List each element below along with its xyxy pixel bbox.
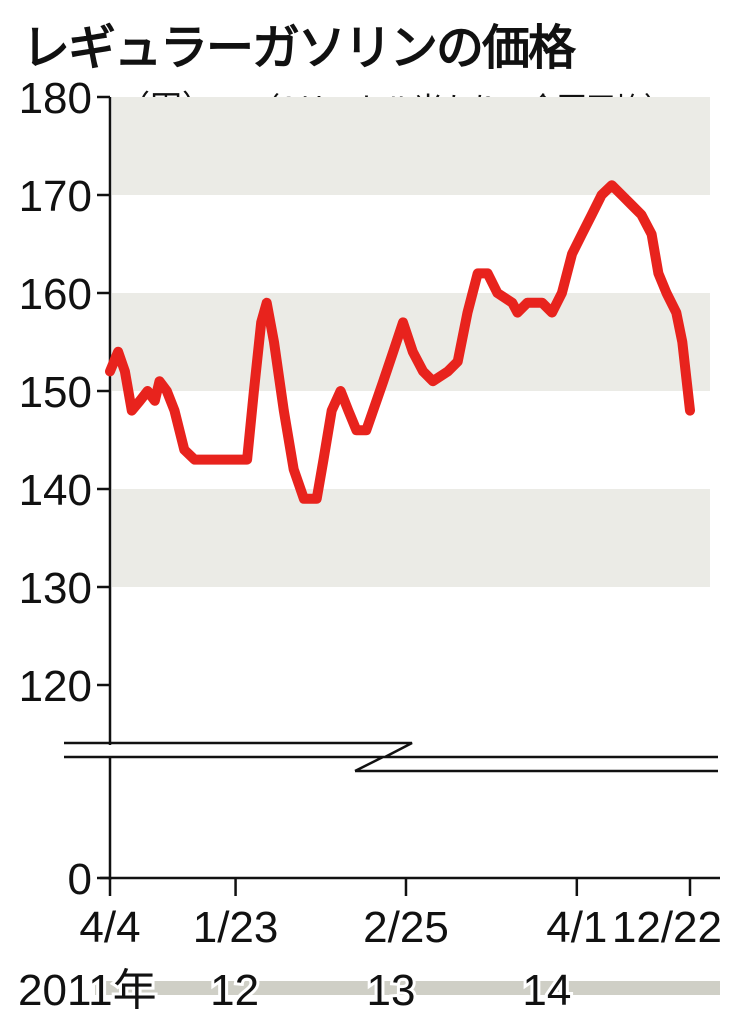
axis-break-gap [370, 759, 720, 769]
year-bar [95, 981, 720, 995]
year-label: 13 [366, 966, 415, 1015]
grid-band [112, 97, 710, 195]
y-tick-label: 120 [19, 662, 92, 711]
y-tick-label: 130 [19, 564, 92, 613]
year-label: 2011年 [18, 966, 157, 1015]
y-tick-label: 150 [19, 368, 92, 417]
year-label: 12 [210, 966, 259, 1015]
chart-title: レギュラーガソリンの価格 [22, 20, 576, 76]
y-tick-label: 0 [68, 855, 92, 904]
x-tick-label: 4/1 [546, 903, 607, 952]
axis-break-gap [64, 745, 414, 755]
axis-break-lines [64, 741, 718, 773]
x-tick-label: 4/4 [79, 903, 140, 952]
grid-band [112, 489, 710, 587]
y-tick-label: 180 [19, 74, 92, 123]
x-tick-label: 2/25 [363, 903, 449, 952]
y-tick-label: 170 [19, 172, 92, 221]
x-tick-label: 12/22 [612, 903, 722, 952]
year-label: 14 [522, 966, 571, 1015]
y-tick-label: 140 [19, 466, 92, 515]
price-line [105, 180, 695, 504]
y-tick-label: 160 [19, 270, 92, 319]
x-tick-label: 1/23 [193, 903, 279, 952]
